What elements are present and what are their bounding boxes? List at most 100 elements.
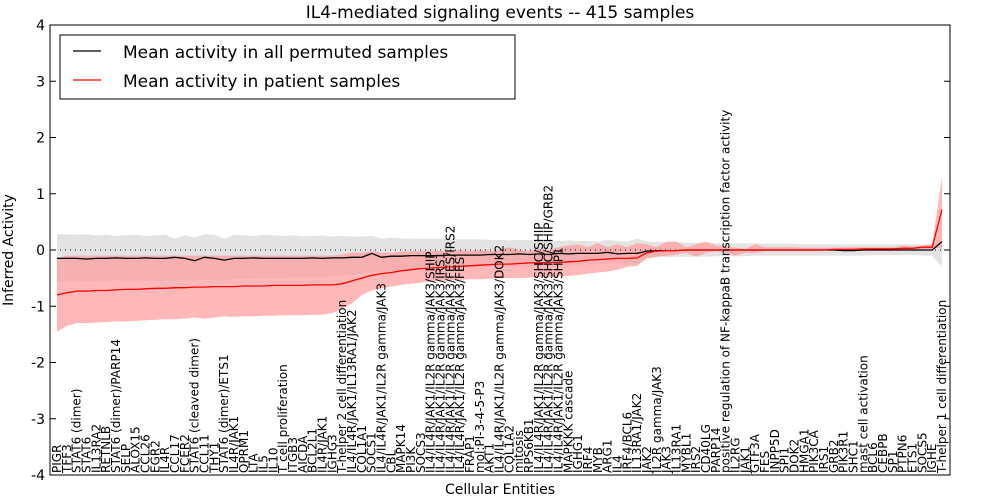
x-tick-label: MAPK14 [394, 424, 408, 473]
x-tick-label: ALOX15 [129, 426, 143, 473]
x-tick-label: IRS1 [817, 446, 831, 473]
x-tick-label: FES [758, 451, 772, 473]
x-tick-label: IL2RG [729, 438, 743, 474]
x-tick-label: IRF4/BCL6 [620, 412, 634, 473]
x-tick-label: JAK1 [738, 446, 752, 474]
x-tick-label: IL13RA1 [670, 424, 684, 473]
x-tick-label: STAT6 (dimer)/ETS1 [217, 354, 231, 473]
x-tick-label: IL4R/JAK1 [316, 416, 330, 473]
x-tick-label: STAT6 (dimer)/PARP14 [109, 339, 123, 473]
x-tick-label: RETNLB [99, 426, 113, 473]
y-tick-label: -4 [31, 468, 45, 484]
x-tick-label: IL4/IL4R/JAK1/IL2R gamma/JAK3/SHP1 [552, 247, 566, 473]
y-tick-label: 3 [36, 74, 45, 90]
x-tick-label: IGHG3 [325, 434, 339, 473]
x-tick-label: HMGA1 [797, 428, 811, 473]
legend: Mean activity in all permuted samples Me… [59, 34, 516, 100]
x-tick-label: PI3K [404, 446, 418, 473]
x-tick-label: ETS1 [906, 443, 920, 473]
x-tick-label: DOK2 [788, 439, 802, 473]
x-tick-label: STAT6 (dimer) [70, 389, 84, 473]
x-tick-label: PTPN6 [896, 435, 910, 473]
x-tick-label: SOCS1 [365, 432, 379, 473]
x-tick-label: IL4/IL4R/JAK1/IL2R gamma/JAK3/SHC/SHIP [532, 222, 546, 473]
x-tick-label: GRB2 [827, 439, 841, 473]
x-tick-label: IL4/IL4R/JAK1/IL2R gamma/JAK3/SHIP [424, 252, 438, 473]
x-tick-label: IL4/IL4R/JAK1/IL2R gamma/JAK3/FES/IRS2 [443, 226, 457, 473]
line-series-1 [56, 209, 943, 296]
x-tick-label: STAT6 (cleaved dimer) [188, 338, 202, 473]
y-axis-ticks: -4 -3 -2 -1 0 1 2 3 4 [31, 18, 950, 484]
x-tick-label: ARG1 [601, 440, 615, 473]
x-tick-label: FCER2 [178, 434, 192, 473]
x-tick-label: MYB [591, 447, 605, 473]
x-tick-label: RPS6KB1 [522, 418, 536, 473]
x-tick-label: LTA [247, 453, 261, 473]
chart-title: IL4-mediated signaling events -- 415 sam… [306, 3, 695, 23]
x-tick-label: positive regulation of NF-kappaB transcr… [719, 110, 733, 473]
x-tick-label: IL4R/JAK1 [227, 416, 241, 473]
x-tick-label: PIK3R1 [837, 431, 851, 473]
x-tick-label: IL4/IL4R/JAK1/IL13RA1/JAK2 [345, 310, 359, 474]
x-tick-label: ITGB3 [286, 437, 300, 473]
x-tick-label: IL10 [266, 448, 280, 474]
y-tick-label: 4 [36, 18, 45, 34]
x-tick-label: CCL11 [198, 434, 212, 473]
x-tick-label: CCL26 [139, 434, 153, 473]
legend-label-permuted: Mean activity in all permuted samples [123, 43, 448, 63]
y-tick-label: -1 [31, 299, 45, 315]
x-tick-label: BCL6 [866, 442, 880, 473]
x-tick-label: COL1A1 [355, 425, 369, 473]
x-tick-label: CEBPB [876, 433, 890, 473]
x-tick-label: PIK3CA [807, 429, 821, 473]
x-tick-label: CBL [384, 449, 398, 473]
x-tick-label: SHC1 [847, 440, 861, 473]
x-tick-label: IL4/IL4R/JAK1/IL2R gamma/JAK3/DOK2 [493, 245, 507, 473]
x-tick-label: mast cell activation [856, 355, 870, 473]
y-tick-label: -2 [31, 356, 45, 372]
x-tick-label: IRF4 [581, 447, 595, 473]
x-tick-label: mol:PI-3-4-5-P3 [473, 381, 487, 473]
x-tick-label: EGR2 [148, 440, 162, 473]
x-tick-label: TFF3 [60, 444, 74, 474]
x-tick-label: mitosis [512, 430, 526, 473]
legend-box [59, 34, 516, 100]
x-tick-label: CD40LG [699, 424, 713, 473]
x-tick-label: JAK2 [640, 446, 654, 474]
x-tick-label: MAPKKK cascade [561, 371, 575, 473]
x-tick-label: IGHE [925, 444, 939, 473]
x-tick-label: IL4R [158, 447, 172, 473]
y-tick-label: -3 [31, 412, 45, 428]
x-tick-label: IL4/IL4R/JAK1/IL2R gamma/JAK3/IRS1 [434, 252, 448, 473]
x-tick-label: IL4/IL4R/JAK1/IL2R gamma/JAK3/FES [453, 257, 467, 473]
x-tick-label: PIGR [50, 445, 64, 473]
x-tick-label: THY1 [207, 442, 221, 474]
x-tick-label: CCL17 [168, 434, 182, 473]
x-tick-label: FRAP1 [463, 435, 477, 473]
x-tick-label: GTF3A [748, 433, 762, 473]
x-tick-label: INPP5D [768, 429, 782, 473]
x-tick-label: SP1 [886, 451, 900, 474]
x-tick-label: COL1A2 [502, 425, 516, 473]
x-tick-label: IL4 [611, 455, 625, 473]
x-tick-label: AICDA [296, 435, 310, 473]
x-axis-label: Cellular Entities [445, 482, 555, 498]
x-tick-label: IL13RA2 [89, 424, 103, 473]
plot-area-frame [49, 24, 951, 476]
x-tick-label: SOCS3 [414, 432, 428, 473]
y-tick-label: 1 [36, 187, 45, 203]
x-tick-label: T-helper 2 cell differentiation [335, 300, 349, 474]
x-tick-label: JAK3 [660, 446, 674, 474]
x-tick-label: SELP [119, 444, 133, 473]
x-tick-label: IL5 [257, 455, 271, 473]
x-tick-label: T-helper 1 cell differentiation [935, 300, 949, 474]
x-tick-label: AKT1 [483, 443, 497, 473]
x-tick-label: T cell proliferation [276, 364, 290, 474]
x-tick-label: IL4/IL4R/JAK1/IL2R gamma/JAK3/SHC/SHIP/G… [542, 185, 556, 473]
x-tick-label: IL13RA1/JAK2 [630, 393, 644, 473]
x-tick-label: BCL2L1 [306, 428, 320, 473]
x-tick-label: PARP14 [709, 427, 723, 473]
x-tick-label: OPRM1 [237, 430, 251, 473]
x-tick-label: MYBL1 [679, 433, 693, 473]
